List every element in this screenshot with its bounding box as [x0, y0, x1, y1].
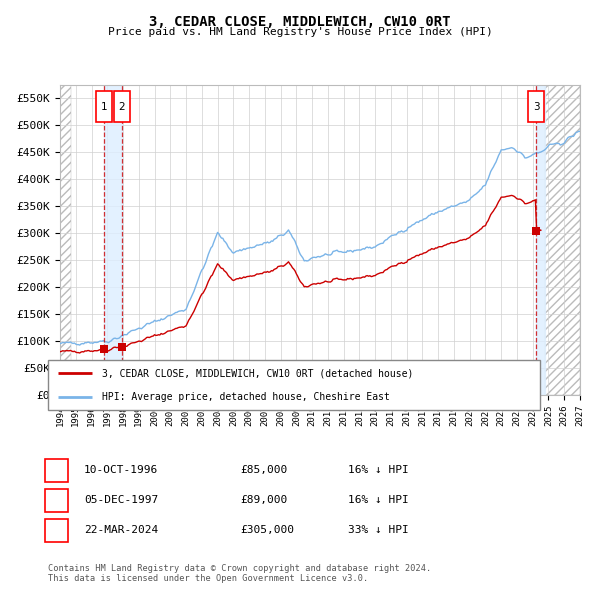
Text: 3, CEDAR CLOSE, MIDDLEWICH, CW10 0RT: 3, CEDAR CLOSE, MIDDLEWICH, CW10 0RT — [149, 15, 451, 29]
Text: 22-MAR-2024: 22-MAR-2024 — [84, 525, 158, 535]
Text: 2: 2 — [118, 101, 125, 112]
Text: 16% ↓ HPI: 16% ↓ HPI — [348, 495, 409, 505]
Text: 16% ↓ HPI: 16% ↓ HPI — [348, 465, 409, 475]
Text: 1: 1 — [100, 101, 107, 112]
Text: £85,000: £85,000 — [240, 465, 287, 475]
FancyBboxPatch shape — [529, 91, 544, 122]
Text: Contains HM Land Registry data © Crown copyright and database right 2024.
This d: Contains HM Land Registry data © Crown c… — [48, 563, 431, 583]
Text: 05-DEC-1997: 05-DEC-1997 — [84, 495, 158, 505]
Text: 33% ↓ HPI: 33% ↓ HPI — [348, 525, 409, 535]
Text: 3, CEDAR CLOSE, MIDDLEWICH, CW10 0RT (detached house): 3, CEDAR CLOSE, MIDDLEWICH, CW10 0RT (de… — [102, 368, 413, 378]
Text: 2: 2 — [53, 495, 59, 505]
Bar — [536, 85, 545, 395]
Bar — [104, 85, 122, 395]
FancyBboxPatch shape — [96, 91, 112, 122]
Text: 3: 3 — [53, 525, 59, 535]
Text: 10-OCT-1996: 10-OCT-1996 — [84, 465, 158, 475]
Text: Price paid vs. HM Land Registry's House Price Index (HPI): Price paid vs. HM Land Registry's House … — [107, 27, 493, 37]
Text: £89,000: £89,000 — [240, 495, 287, 505]
Text: 3: 3 — [533, 101, 539, 112]
Bar — [545, 85, 580, 395]
Text: £305,000: £305,000 — [240, 525, 294, 535]
Bar — [60, 85, 71, 395]
Text: HPI: Average price, detached house, Cheshire East: HPI: Average price, detached house, Ches… — [102, 392, 390, 402]
Text: 1: 1 — [53, 465, 59, 475]
FancyBboxPatch shape — [114, 91, 130, 122]
